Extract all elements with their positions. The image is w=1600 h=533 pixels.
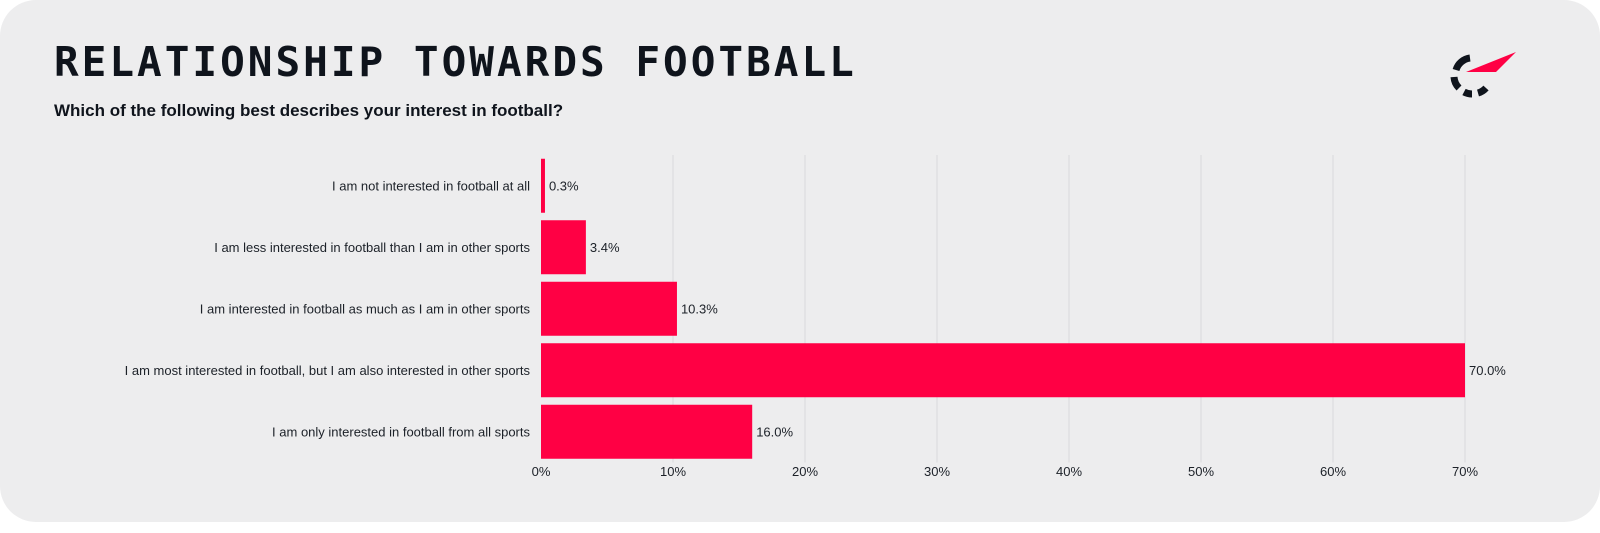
category-label: I am most interested in football, but I … (125, 363, 531, 378)
x-tick-label: 30% (924, 464, 950, 479)
x-tick-label: 10% (660, 464, 686, 479)
category-label: I am not interested in football at all (332, 178, 530, 193)
category-label: I am only interested in football from al… (272, 424, 530, 439)
chart-title: RELATIONSHIP TOWARDS FOOTBALL (54, 38, 857, 86)
value-label: 10.3% (681, 301, 718, 316)
category-label: I am less interested in football than I … (214, 240, 530, 255)
value-label: 70.0% (1469, 363, 1506, 378)
x-tick-label: 70% (1452, 464, 1478, 479)
value-label: 3.4% (590, 240, 620, 255)
x-tick-label: 0% (532, 464, 551, 479)
chart-subtitle: Which of the following best describes yo… (54, 101, 564, 120)
bar (541, 281, 677, 336)
value-label: 0.3% (549, 178, 579, 193)
x-tick-label: 60% (1320, 464, 1346, 479)
category-label: I am interested in football as much as I… (200, 301, 531, 316)
bar (541, 158, 545, 213)
brand-logo-icon (1450, 52, 1516, 98)
value-label: 16.0% (756, 424, 793, 439)
bar (541, 343, 1465, 398)
x-tick-label: 20% (792, 464, 818, 479)
x-tick-label: 50% (1188, 464, 1214, 479)
x-tick-label: 40% (1056, 464, 1082, 479)
bar (541, 404, 753, 459)
bar (541, 220, 586, 275)
